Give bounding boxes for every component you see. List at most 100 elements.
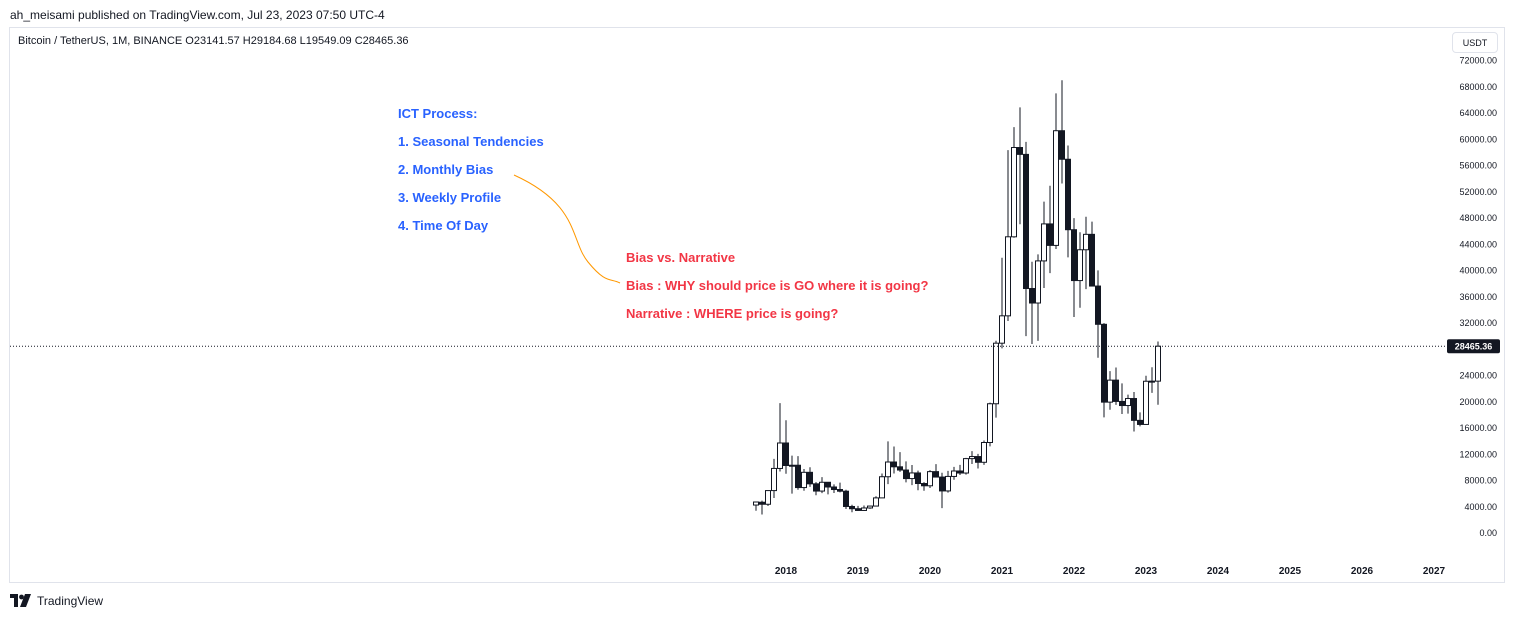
candle-body [795, 464, 801, 489]
candle-body [1059, 130, 1065, 160]
candle[interactable] [783, 420, 789, 474]
candle[interactable] [1005, 150, 1011, 322]
candle[interactable] [879, 473, 885, 499]
candle[interactable] [921, 482, 927, 491]
candle[interactable] [789, 455, 795, 494]
candle[interactable] [1023, 141, 1029, 337]
candle[interactable] [867, 505, 873, 509]
candle[interactable] [759, 500, 765, 515]
candle[interactable] [951, 466, 957, 480]
candle[interactable] [1125, 394, 1131, 414]
candle[interactable] [981, 440, 987, 465]
price-tick-label: 72000.00 [1459, 56, 1497, 66]
time-tick-label: 2022 [1063, 566, 1086, 577]
candle[interactable] [933, 464, 939, 478]
candle[interactable] [837, 482, 843, 493]
candle[interactable] [1047, 185, 1053, 274]
candle[interactable] [1101, 323, 1107, 418]
candle-body [1125, 398, 1131, 407]
candle[interactable] [849, 504, 855, 513]
candle[interactable] [1077, 232, 1083, 308]
candle[interactable] [825, 481, 831, 495]
candle[interactable] [819, 477, 825, 494]
candle[interactable] [897, 452, 903, 472]
candle-body [981, 441, 987, 463]
candle-body [819, 481, 825, 492]
candle[interactable] [1029, 261, 1035, 344]
candle[interactable] [1155, 341, 1161, 405]
candle[interactable] [1011, 127, 1017, 238]
candle[interactable] [1119, 383, 1125, 415]
candle[interactable] [927, 470, 933, 489]
candle[interactable] [909, 464, 915, 486]
candle[interactable] [1095, 270, 1101, 358]
candle[interactable] [1083, 216, 1089, 290]
time-tick-label: 2024 [1207, 566, 1230, 577]
candle-body [903, 469, 909, 480]
candle[interactable] [1017, 107, 1023, 225]
candle[interactable] [903, 461, 909, 483]
annotations-layer: ICT Process: 1. Seasonal Tendencies 2. Mon… [398, 106, 928, 321]
candle[interactable] [987, 402, 993, 447]
candle[interactable] [993, 340, 999, 418]
price-tick-label: 0.00 [1479, 528, 1497, 538]
time-tick-label: 2027 [1423, 566, 1446, 577]
candle[interactable] [885, 441, 891, 485]
candle[interactable] [777, 403, 783, 472]
time-tick-label: 2025 [1279, 566, 1302, 577]
candle-body [783, 442, 789, 467]
candle[interactable] [873, 496, 879, 507]
candle[interactable] [915, 470, 921, 491]
candle[interactable] [945, 470, 951, 493]
candle[interactable] [855, 505, 861, 512]
candle[interactable] [969, 451, 975, 464]
candle[interactable] [1107, 371, 1113, 410]
candle[interactable] [843, 489, 849, 510]
candle-body [1065, 158, 1071, 231]
candle[interactable] [1137, 412, 1143, 427]
candle-body [1017, 147, 1023, 155]
candle[interactable] [957, 464, 963, 476]
candle[interactable] [1131, 392, 1137, 432]
candle[interactable] [1065, 145, 1071, 258]
candle[interactable] [1059, 80, 1065, 184]
candle[interactable] [1041, 201, 1047, 289]
candle[interactable] [975, 453, 981, 469]
candle[interactable] [1149, 367, 1155, 393]
candle[interactable] [771, 458, 777, 499]
candle-body [1107, 379, 1113, 403]
candle[interactable] [1071, 218, 1077, 317]
price-tick-label: 32000.00 [1459, 318, 1497, 328]
candle-body [843, 490, 849, 507]
candle[interactable] [861, 505, 867, 511]
candle[interactable] [939, 472, 945, 509]
candle[interactable] [801, 468, 807, 491]
candle-body [951, 470, 957, 477]
candle-body [939, 476, 945, 492]
candle[interactable] [963, 457, 969, 475]
price-tick-label: 36000.00 [1459, 292, 1497, 302]
candle[interactable] [765, 490, 771, 507]
bias-note: Bias vs. Narrative [626, 250, 735, 265]
candle[interactable] [891, 446, 897, 474]
candle-body [1071, 229, 1077, 282]
candle[interactable] [1143, 375, 1149, 425]
candle[interactable] [813, 482, 819, 496]
candle-body [993, 342, 999, 405]
candle-body [1149, 380, 1155, 383]
candle[interactable] [1113, 367, 1119, 405]
tradingview-logo[interactable]: TradingView [10, 594, 103, 608]
candle[interactable] [1053, 93, 1059, 249]
candle[interactable] [1035, 254, 1041, 341]
candle[interactable] [795, 456, 801, 490]
candle[interactable] [999, 257, 1005, 349]
currency-button[interactable]: USDT [1452, 32, 1498, 53]
candle-body [1035, 260, 1041, 304]
price-tick-label: 68000.00 [1459, 82, 1497, 92]
candle[interactable] [1089, 221, 1095, 287]
candle[interactable] [807, 467, 813, 487]
candle-body [1089, 233, 1095, 287]
candle[interactable] [831, 484, 837, 493]
candle[interactable] [753, 501, 759, 511]
